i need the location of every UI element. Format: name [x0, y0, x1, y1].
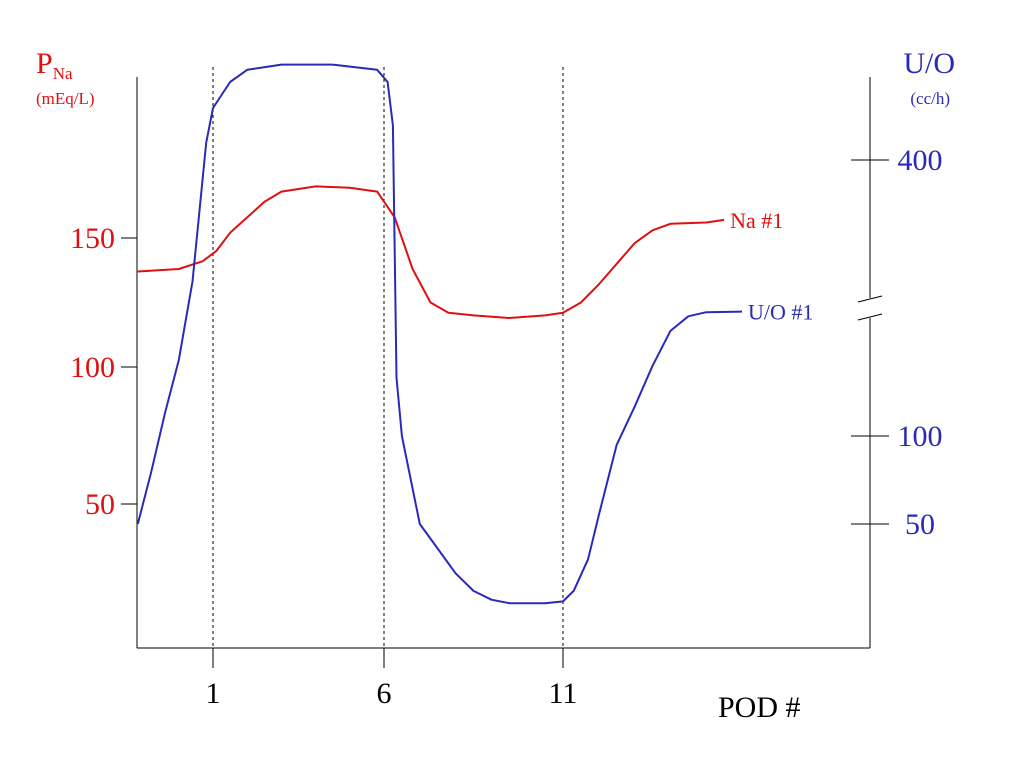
left-axis-unit: (mEq/L): [36, 89, 95, 108]
series-group: [136, 63, 743, 605]
ticks-group: 1 6 11 50 100 150 50 100 400: [70, 144, 943, 710]
series-labels-group: Na #1 U/O #1: [730, 208, 813, 325]
x-axis-label: POD #: [718, 691, 801, 724]
right-axis-title: U/O: [903, 47, 955, 80]
series-line-na-1: [137, 185, 725, 319]
series-label-na-1: Na #1: [730, 208, 783, 233]
left-axis-title-main: P: [36, 47, 53, 80]
left-tick-label-150: 150: [70, 222, 115, 255]
left-tick-label-100: 100: [70, 351, 115, 384]
right-tick-label-400: 400: [898, 144, 943, 177]
x-tick-label-1: 1: [206, 677, 221, 710]
axis-break-mark-upper: [857, 295, 883, 303]
left-tick-label-50: 50: [85, 488, 115, 521]
right-tick-label-50: 50: [905, 508, 935, 541]
right-tick-label-100: 100: [898, 420, 943, 453]
left-axis-title-sub: Na: [53, 64, 73, 83]
series-line-u-o-1: [136, 63, 743, 605]
vertical-reference-lines: [212, 67, 564, 648]
x-tick-label-6: 6: [377, 677, 392, 710]
series-label-u-o-1: U/O #1: [748, 300, 813, 325]
x-tick-label-11: 11: [549, 677, 578, 710]
right-axis-unit: (cc/h): [910, 89, 950, 108]
axis-break-mark-lower: [857, 313, 883, 321]
left-axis-title: PNa: [36, 47, 73, 83]
